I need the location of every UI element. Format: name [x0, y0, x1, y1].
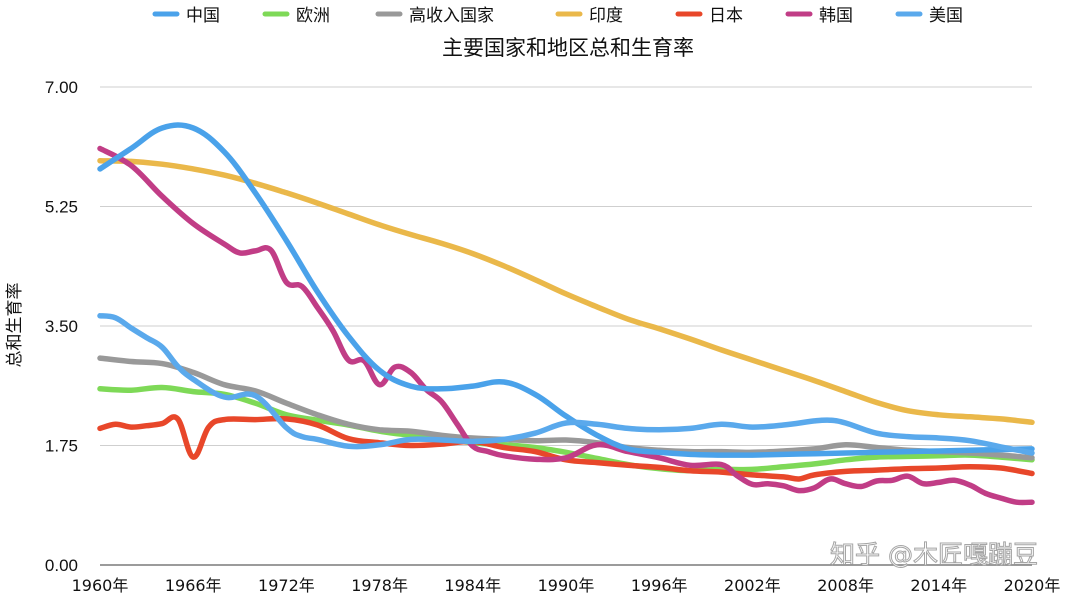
legend-label: 韩国 — [819, 6, 853, 26]
series-line-korea — [97, 145, 1035, 506]
x-axis-ticks: 1960年 1966年 1972年 1978年 1984年 1990年 1996年 2002年… — [72, 576, 1061, 595]
y-axis-ticks: 0.00 1.75 3.50 5.25 7.00 — [45, 78, 78, 575]
y-tick-label: 1.75 — [45, 437, 78, 456]
series-line-high-income — [97, 355, 1035, 461]
x-tick-label: 1972年 — [258, 576, 315, 595]
x-tick-label: 2020年 — [1004, 576, 1061, 595]
y-tick-label: 3.50 — [45, 317, 78, 336]
legend-label: 中国 — [186, 6, 220, 26]
legend-item: 日本 — [675, 6, 743, 26]
legend-label: 印度 — [589, 6, 623, 26]
legend-item: 高收入国家 — [375, 6, 494, 26]
legend-item: 韩国 — [785, 6, 853, 26]
legend-label: 日本 — [709, 6, 743, 26]
x-tick-label: 2014年 — [910, 576, 967, 595]
y-tick-label: 5.25 — [45, 198, 78, 217]
x-tick-label: 1990年 — [538, 576, 595, 595]
x-tick-label: 1978年 — [351, 576, 408, 595]
watermark-text: 知乎 @木匠嘎蹦豆 — [830, 540, 1038, 569]
legend-item: 中国 — [152, 6, 220, 26]
series-lines — [97, 122, 1035, 506]
x-tick-label: 1966年 — [165, 576, 222, 595]
series-line-usa — [97, 313, 1035, 456]
legend-item: 印度 — [555, 6, 623, 26]
series-line-japan — [97, 414, 1035, 482]
legend-label: 欧洲 — [296, 6, 330, 26]
series-line-china — [97, 122, 1035, 458]
x-tick-label: 2002年 — [724, 576, 781, 595]
legend-item: 美国 — [895, 6, 963, 26]
y-axis-label: 总和生育率 — [5, 283, 25, 368]
series-line-india — [97, 157, 1035, 426]
x-tick-label: 1996年 — [631, 576, 688, 595]
series-line-europe — [97, 384, 1035, 474]
x-tick-label: 1960年 — [72, 576, 129, 595]
chart-title: 主要国家和地区总和生育率 — [442, 36, 694, 60]
gridlines — [100, 86, 1032, 566]
y-tick-label: 0.00 — [45, 556, 78, 575]
x-tick-label: 1984年 — [444, 576, 501, 595]
y-tick-label: 7.00 — [45, 78, 78, 97]
x-tick-label: 2008年 — [817, 576, 874, 595]
legend-item: 欧洲 — [262, 6, 330, 26]
legend-label: 高收入国家 — [409, 6, 494, 26]
legend: 中国 欧洲 高收入国家 印度 日本 韩国 美国 — [152, 6, 963, 26]
legend-label: 美国 — [929, 6, 963, 26]
